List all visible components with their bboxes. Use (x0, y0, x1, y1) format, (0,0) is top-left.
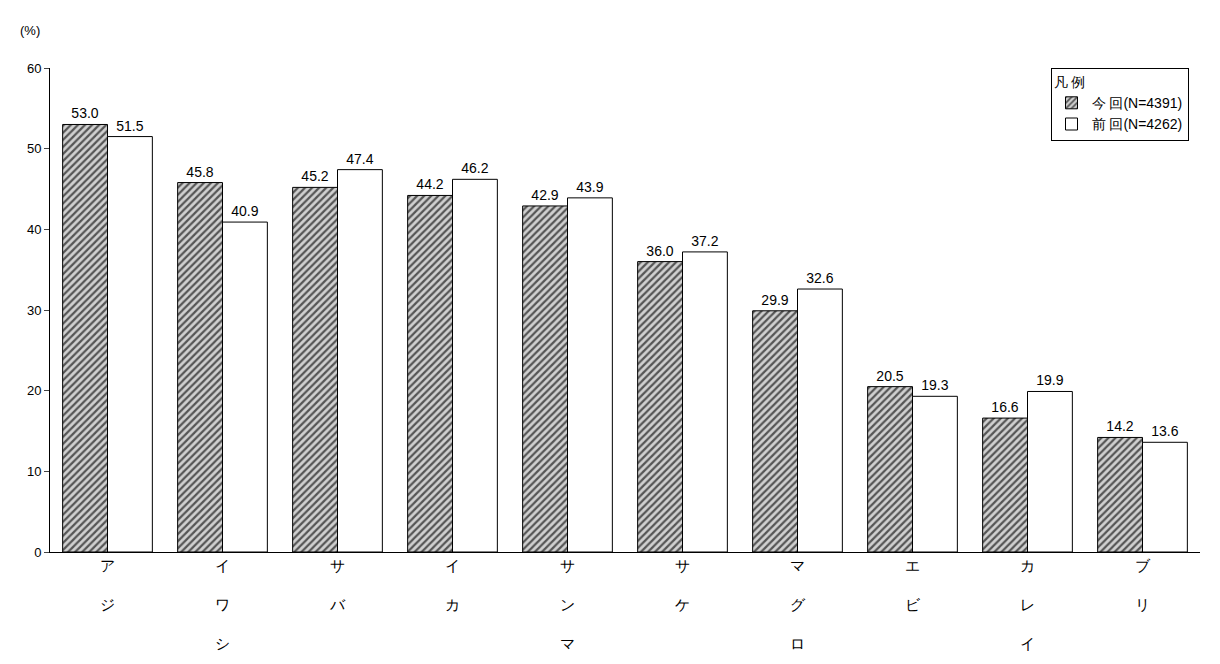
svg-text:51.5: 51.5 (116, 118, 143, 134)
svg-text:46.2: 46.2 (461, 160, 488, 176)
svg-text:19.3: 19.3 (921, 377, 948, 393)
svg-text:イワシ: イワシ (215, 557, 230, 652)
svg-text:16.6: 16.6 (991, 399, 1018, 415)
svg-text:45.2: 45.2 (301, 168, 328, 184)
svg-text:凡 例: 凡 例 (1054, 74, 1086, 90)
svg-text:エビ: エビ (905, 557, 921, 613)
svg-text:14.2: 14.2 (1106, 418, 1133, 434)
svg-text:前 回(N=4262): 前 回(N=4262) (1092, 116, 1183, 132)
svg-text:マグロ: マグロ (790, 557, 806, 652)
svg-text:カレイ: カレイ (1020, 557, 1035, 652)
svg-text:ブリ: ブリ (1135, 557, 1151, 613)
svg-text:37.2: 37.2 (691, 233, 718, 249)
svg-text:42.9: 42.9 (531, 187, 558, 203)
svg-text:サケ: サケ (675, 557, 690, 613)
svg-text:30: 30 (27, 303, 41, 318)
svg-text:13.6: 13.6 (1151, 423, 1178, 439)
svg-text:44.2: 44.2 (416, 176, 443, 192)
svg-text:53.0: 53.0 (71, 105, 98, 121)
svg-text:29.9: 29.9 (761, 292, 788, 308)
svg-text:50: 50 (27, 141, 41, 156)
svg-text:43.9: 43.9 (576, 179, 603, 195)
svg-text:45.8: 45.8 (186, 164, 213, 180)
svg-text:19.9: 19.9 (1036, 372, 1063, 388)
svg-text:40.9: 40.9 (231, 203, 258, 219)
svg-text:40: 40 (27, 222, 41, 237)
svg-text:イカ: イカ (445, 557, 460, 613)
svg-text:36.0: 36.0 (646, 243, 673, 259)
svg-text:20: 20 (27, 383, 41, 398)
svg-text:今 回(N=4391): 今 回(N=4391) (1092, 95, 1183, 111)
svg-text:20.5: 20.5 (876, 368, 903, 384)
svg-text:アジ: アジ (100, 557, 115, 613)
svg-text:60: 60 (27, 61, 41, 76)
svg-text:0: 0 (34, 545, 41, 560)
svg-text:10: 10 (27, 464, 41, 479)
svg-text:32.6: 32.6 (806, 270, 833, 286)
svg-text:サバ: サバ (329, 557, 346, 613)
svg-text:サンマ: サンマ (560, 557, 575, 652)
svg-text:(%): (%) (20, 23, 40, 38)
svg-text:47.4: 47.4 (346, 151, 373, 167)
